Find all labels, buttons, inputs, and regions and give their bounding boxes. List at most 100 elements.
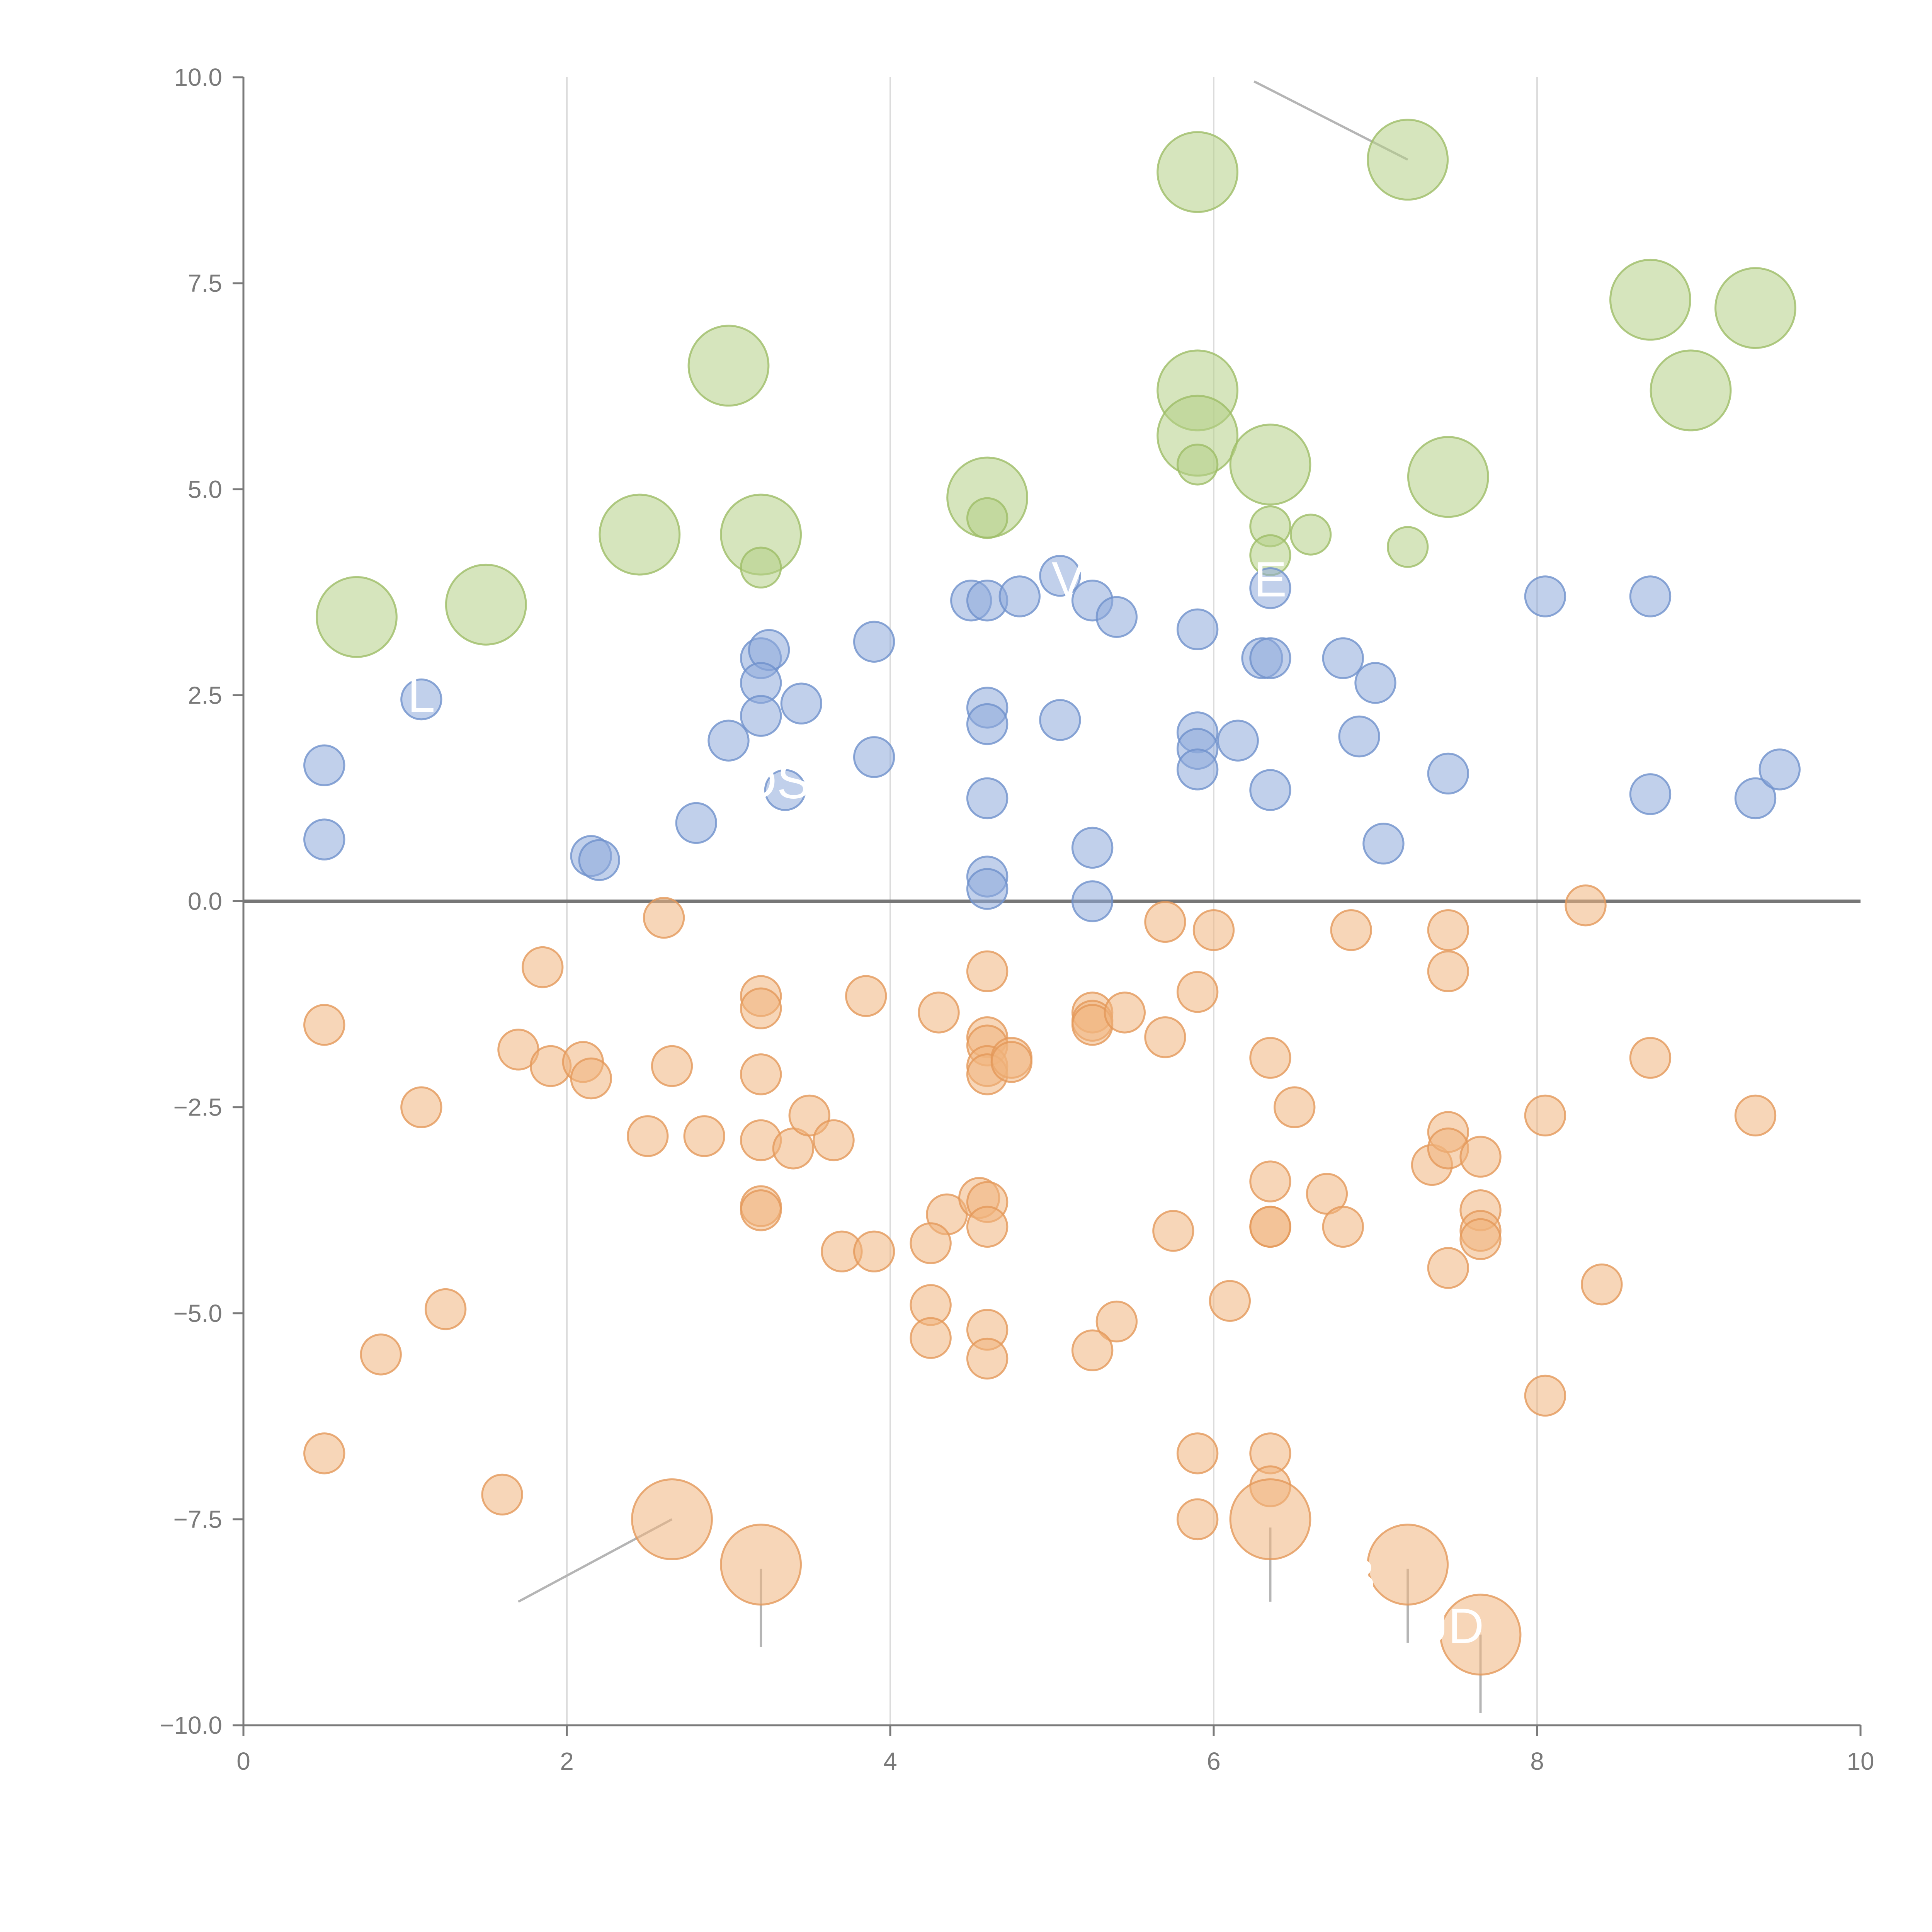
blue-point bbox=[1095, 596, 1138, 638]
blue-point bbox=[1354, 662, 1396, 704]
orange-point bbox=[990, 1041, 1033, 1083]
orange-point bbox=[966, 1337, 1009, 1380]
x-tick-label: 2 bbox=[560, 1747, 574, 1775]
orange-point bbox=[643, 896, 685, 939]
point-label: B bbox=[1343, 1549, 1376, 1604]
orange-point bbox=[1249, 1206, 1291, 1248]
blue-point bbox=[1322, 637, 1364, 679]
orange-point bbox=[400, 1086, 442, 1128]
blue-point bbox=[740, 695, 782, 737]
blue-point bbox=[1249, 567, 1291, 609]
point-label: IDSX bbox=[728, 754, 843, 809]
blue-point bbox=[780, 682, 823, 724]
green-point bbox=[316, 576, 398, 658]
orange-point bbox=[1565, 884, 1607, 927]
orange-point bbox=[1629, 1037, 1672, 1079]
point-label: V bbox=[1052, 552, 1085, 607]
green-point bbox=[1407, 436, 1489, 518]
x-tick-label: 6 bbox=[1207, 1747, 1221, 1775]
blue-point bbox=[400, 678, 442, 721]
orange-point bbox=[1367, 1524, 1449, 1606]
orange-point bbox=[1209, 1280, 1251, 1322]
blue-point bbox=[1249, 769, 1291, 811]
blue-point bbox=[966, 703, 1009, 745]
orange-point bbox=[966, 950, 1009, 992]
orange-point bbox=[918, 992, 960, 1034]
y-tick-label: 2.5 bbox=[188, 681, 222, 709]
orange-point bbox=[1524, 1094, 1566, 1137]
blue-point bbox=[764, 769, 806, 811]
axes: −10.0 −7.5 −5.0 −2.5 0.0 2.5 5.0 7.5 10.0 0 2 4 6 8 10 bbox=[160, 63, 1874, 1775]
orange-point bbox=[1176, 971, 1219, 1013]
green-point bbox=[1387, 526, 1429, 568]
orange-point bbox=[1459, 1218, 1502, 1260]
orange-point bbox=[740, 1053, 782, 1095]
orange-point bbox=[1071, 1329, 1114, 1371]
green-point bbox=[1367, 119, 1449, 201]
blue-point bbox=[578, 839, 620, 881]
orange-point bbox=[1427, 950, 1469, 992]
orange-point bbox=[1176, 1432, 1219, 1475]
orange-point bbox=[720, 1524, 802, 1606]
y-tick-label: 7.5 bbox=[188, 269, 222, 297]
blue-point bbox=[675, 802, 718, 844]
orange-point bbox=[360, 1333, 402, 1376]
orange-point bbox=[1581, 1263, 1623, 1306]
orange-point bbox=[853, 1230, 895, 1273]
orange-point bbox=[1152, 1210, 1194, 1252]
blue-point bbox=[1176, 748, 1219, 791]
point-label: E bbox=[1254, 552, 1287, 607]
orange-point bbox=[845, 975, 887, 1017]
orange-point bbox=[1322, 1206, 1364, 1248]
orange-point bbox=[1459, 1136, 1502, 1178]
green-point bbox=[966, 497, 1009, 539]
blue-point bbox=[966, 777, 1009, 820]
orange-point bbox=[1274, 1086, 1316, 1128]
orange-point bbox=[1734, 1094, 1777, 1137]
green-point bbox=[740, 546, 782, 589]
green-point bbox=[687, 325, 770, 407]
green-point bbox=[1609, 259, 1691, 341]
orange-point bbox=[1524, 1374, 1566, 1417]
orange-point bbox=[303, 1004, 345, 1046]
y-tick-label: −5.0 bbox=[173, 1299, 222, 1327]
blue-point bbox=[303, 744, 345, 786]
y-tick-label: −7.5 bbox=[173, 1505, 222, 1533]
orange-point bbox=[1104, 992, 1146, 1034]
green-point bbox=[1714, 267, 1796, 349]
x-tick-label: 0 bbox=[236, 1747, 250, 1775]
y-tick-label: 0.0 bbox=[188, 888, 222, 915]
orange-point bbox=[1229, 1478, 1311, 1560]
blue-point bbox=[1629, 773, 1672, 815]
orange-point bbox=[303, 1432, 345, 1475]
x-tick-label: 8 bbox=[1530, 1747, 1544, 1775]
orange-point bbox=[740, 987, 782, 1029]
orange-point bbox=[522, 946, 564, 988]
green-point bbox=[445, 563, 527, 646]
data-points bbox=[303, 119, 1801, 1676]
orange-point bbox=[1427, 909, 1469, 951]
green-point bbox=[1229, 423, 1311, 506]
blue-point bbox=[1524, 575, 1566, 617]
blue-point bbox=[1071, 880, 1114, 922]
x-tick-label: 4 bbox=[883, 1747, 897, 1775]
blue-point bbox=[1427, 752, 1469, 795]
orange-point bbox=[1249, 1037, 1291, 1079]
y-tick-label: −2.5 bbox=[173, 1094, 222, 1121]
green-point bbox=[1156, 131, 1239, 213]
orange-point bbox=[627, 1115, 669, 1157]
y-tick-label: 10.0 bbox=[174, 63, 222, 91]
orange-point bbox=[651, 1045, 693, 1087]
green-point bbox=[1176, 444, 1219, 486]
blue-point bbox=[853, 736, 895, 778]
orange-point bbox=[481, 1473, 523, 1516]
blue-point bbox=[1338, 715, 1380, 758]
orange-point bbox=[910, 1222, 952, 1264]
blue-point bbox=[1039, 699, 1081, 741]
orange-point bbox=[1144, 1016, 1186, 1058]
orange-point bbox=[424, 1288, 467, 1330]
blue-point bbox=[1362, 823, 1405, 865]
orange-point bbox=[740, 1189, 782, 1231]
blue-point bbox=[1734, 777, 1777, 820]
